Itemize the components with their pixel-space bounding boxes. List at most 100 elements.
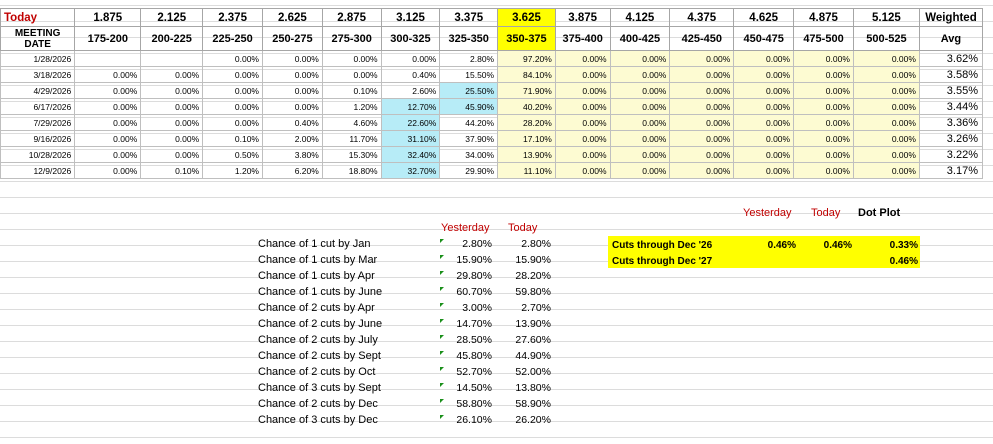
rate-header-9[interactable]: 4.125 xyxy=(609,8,671,27)
probability-cell[interactable]: 0.00% xyxy=(74,162,142,179)
rate-header-1[interactable]: 2.125 xyxy=(140,8,204,27)
rate-header-11[interactable]: 4.625 xyxy=(733,8,795,27)
probability-cell[interactable]: 0.00% xyxy=(852,130,920,147)
probability-cell[interactable]: 0.00% xyxy=(793,82,854,99)
probability-label[interactable]: Chance of 2 cuts by July xyxy=(258,334,378,346)
probability-cell[interactable]: 0.00% xyxy=(261,98,323,115)
probability-cell[interactable]: 0.00% xyxy=(852,82,920,99)
probability-cell[interactable]: 0.00% xyxy=(793,114,854,131)
probability-cell[interactable]: 2.80% xyxy=(439,50,499,67)
probability-cell[interactable]: 18.80% xyxy=(321,162,382,179)
weighted-avg-cell[interactable]: 3.22% xyxy=(918,146,984,163)
probability-cell[interactable]: 0.00% xyxy=(669,66,735,83)
yesterday-value[interactable]: 58.80% xyxy=(456,398,492,410)
probability-cell[interactable]: 0.00% xyxy=(261,82,323,99)
probability-cell[interactable]: 0.00% xyxy=(202,82,263,99)
probability-cell[interactable]: 0.00% xyxy=(202,114,263,131)
probability-cell[interactable]: 0.10% xyxy=(140,162,204,179)
probability-cell[interactable]: 0.00% xyxy=(140,130,204,147)
probability-cell[interactable]: 11.70% xyxy=(321,130,382,147)
today-value[interactable]: 13.80% xyxy=(515,382,551,394)
probability-cell[interactable]: 15.50% xyxy=(439,66,499,83)
probability-cell[interactable]: 0.00% xyxy=(74,66,142,83)
rate-header-3[interactable]: 2.625 xyxy=(261,8,323,27)
range-header-11[interactable]: 450-475 xyxy=(733,26,795,51)
yesterday-value[interactable]: 60.70% xyxy=(456,286,492,298)
probability-cell[interactable]: 0.00% xyxy=(669,130,735,147)
probability-cell[interactable]: 0.00% xyxy=(733,66,795,83)
probability-cell[interactable]: 71.90% xyxy=(497,82,556,99)
probability-cell[interactable]: 0.50% xyxy=(202,146,263,163)
probability-cell[interactable]: 0.00% xyxy=(74,146,142,163)
probability-cell[interactable]: 84.10% xyxy=(497,66,556,83)
today-value[interactable]: 2.80% xyxy=(521,238,551,250)
yesterday-value[interactable]: 28.50% xyxy=(456,334,492,346)
cuts-yesterday-value[interactable]: 0.46% xyxy=(767,240,796,251)
rate-header-10[interactable]: 4.375 xyxy=(669,8,735,27)
probability-label[interactable]: Chance of 1 cuts by Apr xyxy=(258,270,375,282)
probability-cell[interactable]: 12.70% xyxy=(380,98,441,115)
meeting-date-cell[interactable]: 10/28/2026 xyxy=(0,146,76,163)
cuts-dotplot-value[interactable]: 0.33% xyxy=(889,240,918,251)
meeting-date-cell[interactable]: 9/16/2026 xyxy=(0,130,76,147)
probability-cell[interactable]: 0.40% xyxy=(261,114,323,131)
yesterday-value[interactable]: 52.70% xyxy=(456,366,492,378)
probability-cell[interactable]: 0.00% xyxy=(609,146,671,163)
probability-cell[interactable]: 0.00% xyxy=(852,114,920,131)
probability-label[interactable]: Chance of 1 cuts by June xyxy=(258,286,383,298)
probability-cell[interactable]: 32.40% xyxy=(380,146,441,163)
yesterday-value[interactable]: 29.80% xyxy=(456,270,492,282)
probability-cell[interactable]: 0.00% xyxy=(74,82,142,99)
probability-label[interactable]: Chance of 2 cuts by Apr xyxy=(258,302,375,314)
probability-cell[interactable]: 0.00% xyxy=(609,82,671,99)
probability-cell[interactable]: 0.00% xyxy=(733,162,795,179)
range-header-3[interactable]: 250-275 xyxy=(261,26,323,51)
probability-cell[interactable]: 0.00% xyxy=(261,66,323,83)
range-header-1[interactable]: 200-225 xyxy=(140,26,204,51)
weighted-avg-cell[interactable]: 3.44% xyxy=(918,98,984,115)
probability-cell[interactable]: 0.00% xyxy=(852,50,920,67)
probability-cell[interactable]: 0.00% xyxy=(380,50,441,67)
probability-cell[interactable]: 0.00% xyxy=(321,66,382,83)
probability-cell[interactable]: 0.00% xyxy=(202,98,263,115)
cuts-row-label[interactable]: Cuts through Dec '27 xyxy=(612,256,713,267)
probability-cell[interactable]: 0.00% xyxy=(733,98,795,115)
today-value[interactable]: 13.90% xyxy=(515,318,551,330)
probability-cell[interactable]: 2.00% xyxy=(261,130,323,147)
probability-cell[interactable]: 6.20% xyxy=(261,162,323,179)
rate-header-5[interactable]: 3.125 xyxy=(380,8,441,27)
probability-cell[interactable]: 0.00% xyxy=(669,98,735,115)
probability-cell[interactable]: 0.40% xyxy=(380,66,441,83)
yesterday-value[interactable]: 14.50% xyxy=(456,382,492,394)
yesterday-value[interactable]: 2.80% xyxy=(462,238,492,250)
probability-cell[interactable]: 0.00% xyxy=(140,146,204,163)
probability-cell[interactable]: 0.00% xyxy=(793,146,854,163)
probability-cell[interactable]: 0.00% xyxy=(793,98,854,115)
probability-cell[interactable]: 0.00% xyxy=(609,114,671,131)
probability-cell[interactable]: 0.00% xyxy=(609,162,671,179)
probability-cell[interactable]: 37.90% xyxy=(439,130,499,147)
probability-cell[interactable]: 0.00% xyxy=(554,146,611,163)
probability-cell[interactable]: 0.00% xyxy=(554,130,611,147)
probability-cell[interactable]: 2.60% xyxy=(380,82,441,99)
probability-cell[interactable]: 1.20% xyxy=(321,98,382,115)
probability-cell[interactable]: 0.00% xyxy=(793,162,854,179)
probability-cell[interactable]: 0.00% xyxy=(733,82,795,99)
yesterday-value[interactable]: 45.80% xyxy=(456,350,492,362)
probability-cell[interactable]: 0.10% xyxy=(321,82,382,99)
yesterday-value[interactable]: 3.00% xyxy=(462,302,492,314)
probability-cell[interactable]: 4.60% xyxy=(321,114,382,131)
probability-label[interactable]: Chance of 1 cut by Jan xyxy=(258,238,371,250)
probability-cell[interactable]: 32.70% xyxy=(380,162,441,179)
probability-cell[interactable]: 25.50% xyxy=(439,82,499,99)
rate-header-6[interactable]: 3.375 xyxy=(439,8,499,27)
probability-cell[interactable]: 0.00% xyxy=(140,114,204,131)
today-value[interactable]: 58.90% xyxy=(515,398,551,410)
range-header-9[interactable]: 400-425 xyxy=(609,26,671,51)
today-value[interactable]: 26.20% xyxy=(515,414,551,426)
probability-cell[interactable]: 0.00% xyxy=(852,162,920,179)
range-header-2[interactable]: 225-250 xyxy=(202,26,263,51)
probability-cell[interactable]: 0.00% xyxy=(74,98,142,115)
meeting-date-cell[interactable]: 1/28/2026 xyxy=(0,50,76,67)
probability-cell[interactable]: 0.00% xyxy=(793,130,854,147)
